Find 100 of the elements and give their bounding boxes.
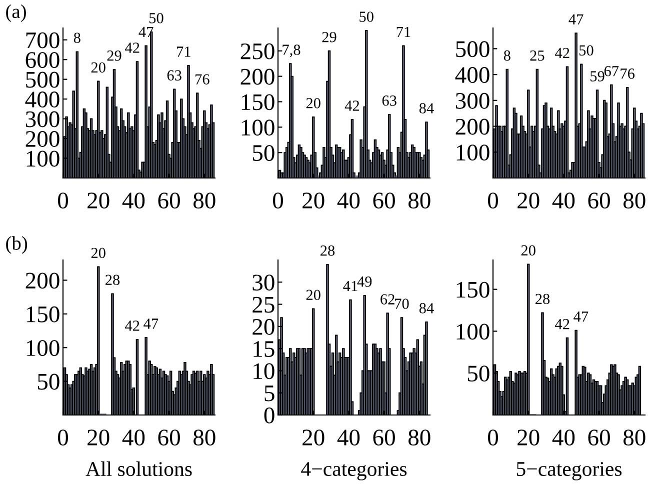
y-tick-label: 5 xyxy=(264,386,274,402)
annotation: 20 xyxy=(306,98,320,108)
annotation: 20 xyxy=(91,248,106,258)
y-tick-label: 100 xyxy=(456,324,490,340)
annotation: 47 xyxy=(574,312,588,322)
y-tick-label: 50 xyxy=(252,145,274,161)
y-tick-label: 400 xyxy=(455,67,490,83)
annotation: 42 xyxy=(555,318,570,330)
annotation: 71 xyxy=(396,26,410,37)
y-tick-label: 400 xyxy=(25,92,60,108)
y-tick-label: 30 xyxy=(252,274,274,291)
annotation: 76 xyxy=(196,74,210,84)
annotation: 42 xyxy=(344,100,360,111)
y-tick-label: 10 xyxy=(254,363,274,380)
annotation: 47 xyxy=(138,26,154,37)
annotation: 29 xyxy=(322,32,336,42)
annotation: 42 xyxy=(555,48,570,58)
annotation: 41 xyxy=(343,280,358,292)
y-tick-label: 50 xyxy=(38,374,60,390)
annotation: 8 xyxy=(74,32,80,44)
text: (a) xyxy=(6,4,26,22)
x-tick-label: 20 xyxy=(88,192,110,209)
y-tick-label: 100 xyxy=(456,144,490,161)
annotation: 62 xyxy=(380,294,394,304)
x-tick-label: 40 xyxy=(552,430,575,446)
y-tick-label: 300 xyxy=(456,92,490,109)
annotation: 50 xyxy=(579,45,594,56)
annotation: 50 xyxy=(149,12,164,24)
y-tick-label: 150 xyxy=(242,94,274,110)
y-tick-label: 100 xyxy=(26,150,60,167)
y-tick-label: 200 xyxy=(26,272,60,289)
y-tick-label: 100 xyxy=(26,340,60,356)
annotation: 28 xyxy=(536,294,550,304)
annotation: 49 xyxy=(357,276,372,287)
annotation: 28 xyxy=(320,245,335,256)
x-tick-label: 20 xyxy=(302,430,324,446)
x-tick-label: 20 xyxy=(518,430,540,446)
y-tick-label: 500 xyxy=(26,72,60,88)
annotation: 67 xyxy=(604,66,619,76)
annotation: 47 xyxy=(144,318,158,329)
y-tick-label: 300 xyxy=(26,111,60,128)
annotation: 84 xyxy=(419,303,434,314)
x-tick-label: 60 xyxy=(588,430,610,446)
y-tick-label: 15 xyxy=(254,341,274,357)
x-tick-label: 40 xyxy=(337,192,360,209)
y-tick-label: 200 xyxy=(26,131,60,147)
annotation: 20 xyxy=(306,290,320,300)
y-tick-label: 600 xyxy=(26,52,60,68)
x-tick-label: 40 xyxy=(122,192,145,209)
x-axis-title: 5−categories xyxy=(516,462,622,480)
x-tick-label: 80 xyxy=(193,192,216,209)
annotation: 29 xyxy=(107,50,122,61)
annotation: 71 xyxy=(176,46,190,57)
y-tick-label: 150 xyxy=(26,306,60,322)
annotation: 25 xyxy=(530,50,544,61)
x-tick-label: 40 xyxy=(337,430,360,446)
y-tick-label: 700 xyxy=(26,32,60,48)
text: (b) xyxy=(6,236,28,254)
x-tick-label: 60 xyxy=(158,192,180,209)
y-tick-label: 100 xyxy=(242,120,274,136)
x-tick-label: 80 xyxy=(408,430,430,446)
annotation: 84 xyxy=(419,103,434,114)
x-tick-label: 60 xyxy=(373,192,395,209)
x-axis-title: 4−categories xyxy=(301,462,407,480)
x-tick-label: 60 xyxy=(373,430,395,446)
y-tick-label: 0 xyxy=(264,407,274,424)
annotation: 63 xyxy=(167,70,182,81)
x-tick-label: 40 xyxy=(122,430,145,446)
x-tick-label: 20 xyxy=(518,192,540,209)
annotation: 42 xyxy=(125,42,140,53)
y-tick-label: 200 xyxy=(456,118,490,135)
annotation: 59 xyxy=(590,71,604,82)
x-tick-label: 80 xyxy=(623,192,646,209)
annotation: 70 xyxy=(395,298,409,309)
annotation: 42 xyxy=(125,320,140,331)
y-tick-label: 500 xyxy=(456,41,490,58)
y-tick-label: 25 xyxy=(252,296,274,313)
annotation: 63 xyxy=(382,96,396,106)
x-tick-label: 60 xyxy=(588,192,610,209)
annotation: 76 xyxy=(620,68,635,79)
y-tick-label: 20 xyxy=(252,318,274,335)
annotation: 50 xyxy=(360,12,374,22)
y-tick-label: 250 xyxy=(240,43,274,60)
y-tick-label: 50 xyxy=(468,366,490,382)
annotation: 28 xyxy=(106,274,120,286)
x-tick-label: 80 xyxy=(193,430,216,446)
x-tick-label: 40 xyxy=(552,192,575,209)
x-axis-title: All solutions xyxy=(86,461,192,476)
x-tick-label: 80 xyxy=(408,192,430,209)
x-tick-label: 60 xyxy=(158,430,180,446)
y-tick-label: 150 xyxy=(456,282,490,298)
annotation: 20 xyxy=(91,62,106,73)
x-tick-label: 20 xyxy=(88,430,110,446)
annotation: 20 xyxy=(521,245,536,256)
annotation: 47 xyxy=(568,14,584,24)
x-tick-label: 20 xyxy=(302,192,324,209)
annotation: 8 xyxy=(504,50,510,61)
x-tick-label: 80 xyxy=(623,430,646,446)
annotation: 7,8 xyxy=(282,44,300,58)
y-tick-label: 200 xyxy=(240,68,274,85)
